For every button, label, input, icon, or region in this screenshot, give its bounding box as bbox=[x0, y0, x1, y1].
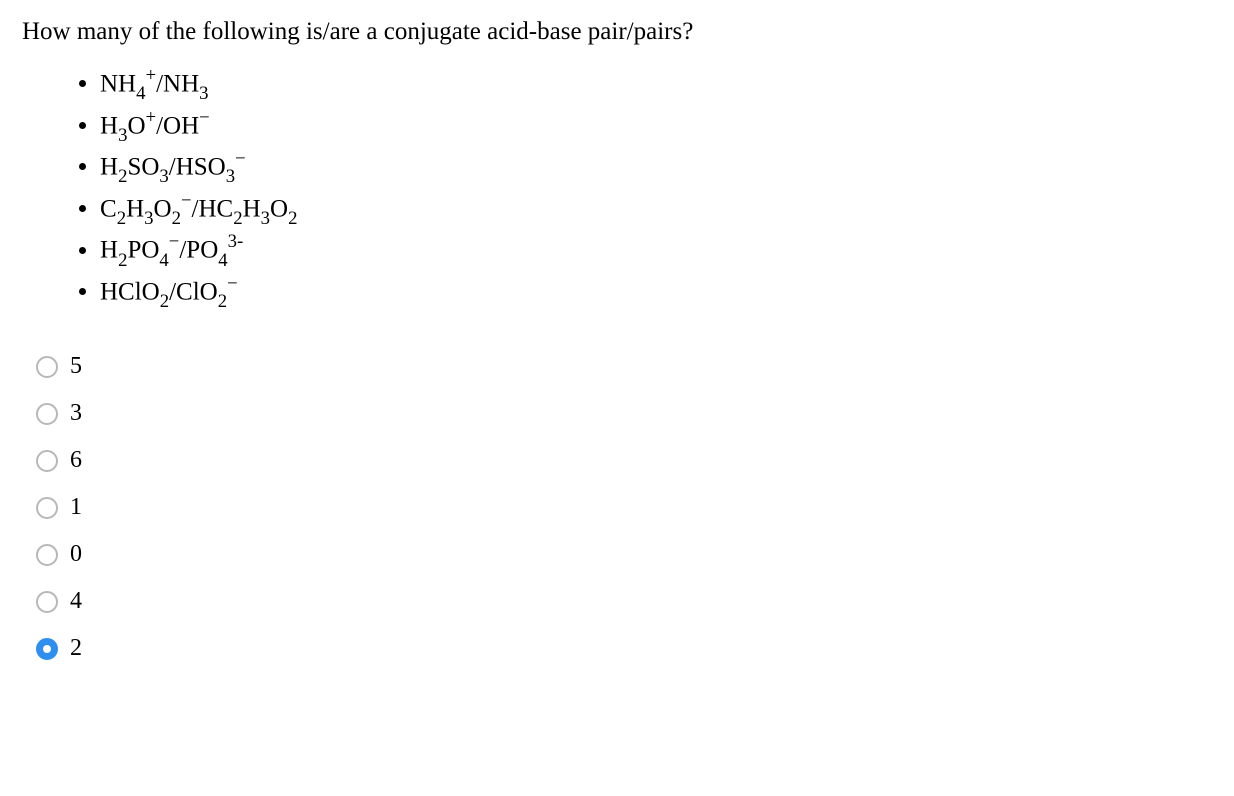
answer-options: 5 3 6 1 0 4 2 bbox=[22, 353, 1212, 662]
radio-icon[interactable] bbox=[36, 403, 58, 425]
pair-item: NH4+/NH3 bbox=[100, 64, 1212, 106]
radio-icon[interactable] bbox=[36, 591, 58, 613]
option-label: 4 bbox=[70, 588, 82, 615]
answer-option[interactable]: 4 bbox=[36, 588, 1212, 615]
answer-option[interactable]: 2 bbox=[36, 635, 1212, 662]
answer-option[interactable]: 0 bbox=[36, 541, 1212, 568]
pair-item: C2H3O2−/HC2H3O2 bbox=[100, 189, 1212, 231]
option-label: 0 bbox=[70, 541, 82, 568]
answer-option[interactable]: 5 bbox=[36, 353, 1212, 380]
option-label: 6 bbox=[70, 447, 82, 474]
option-label: 1 bbox=[70, 494, 82, 521]
radio-icon[interactable] bbox=[36, 638, 58, 660]
pair-item: H3O+/OH− bbox=[100, 106, 1212, 148]
pair-list: NH4+/NH3H3O+/OH−H2SO3/HSO3−C2H3O2−/HC2H3… bbox=[22, 64, 1212, 313]
option-label: 3 bbox=[70, 400, 82, 427]
pair-item: H2PO4−/PO43- bbox=[100, 230, 1212, 272]
option-label: 5 bbox=[70, 353, 82, 380]
radio-icon[interactable] bbox=[36, 544, 58, 566]
radio-icon[interactable] bbox=[36, 450, 58, 472]
answer-option[interactable]: 3 bbox=[36, 400, 1212, 427]
pair-item: HClO2/ClO2− bbox=[100, 272, 1212, 314]
answer-option[interactable]: 6 bbox=[36, 447, 1212, 474]
pair-item: H2SO3/HSO3− bbox=[100, 147, 1212, 189]
question-text: How many of the following is/are a conju… bbox=[22, 18, 1212, 46]
radio-icon[interactable] bbox=[36, 497, 58, 519]
answer-option[interactable]: 1 bbox=[36, 494, 1212, 521]
option-label: 2 bbox=[70, 635, 82, 662]
radio-icon[interactable] bbox=[36, 356, 58, 378]
